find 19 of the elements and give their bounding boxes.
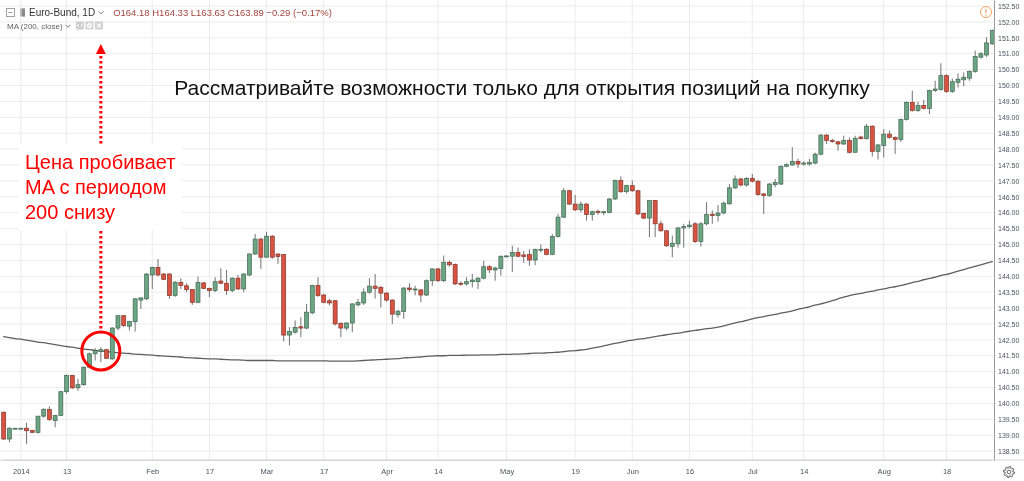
annotation: Цена пробивает MA с периодом 200 снизу [25,151,176,223]
text: Euro-Bund, 1D [29,7,96,18]
candlestick [412,285,418,296]
text: Рассматривайте возможности только для открытия позиций на покупку [174,76,871,99]
candlestick [795,158,801,169]
candlestick [909,90,915,113]
candlestick [441,255,447,283]
candlestick [258,237,264,270]
candlestick [298,316,304,338]
candlestick [595,209,601,216]
candlestick [692,221,698,244]
candlestick [647,199,652,238]
candlestick [195,276,201,304]
candlestick [709,209,715,225]
candlestick [418,288,424,303]
text: MA (200, close) [7,22,63,31]
candlestick [264,231,269,259]
candlestick [944,73,949,94]
annotation: O164.18 H164.33 L163.63 C163.89 −0.29 (−0.17%) [113,7,332,18]
